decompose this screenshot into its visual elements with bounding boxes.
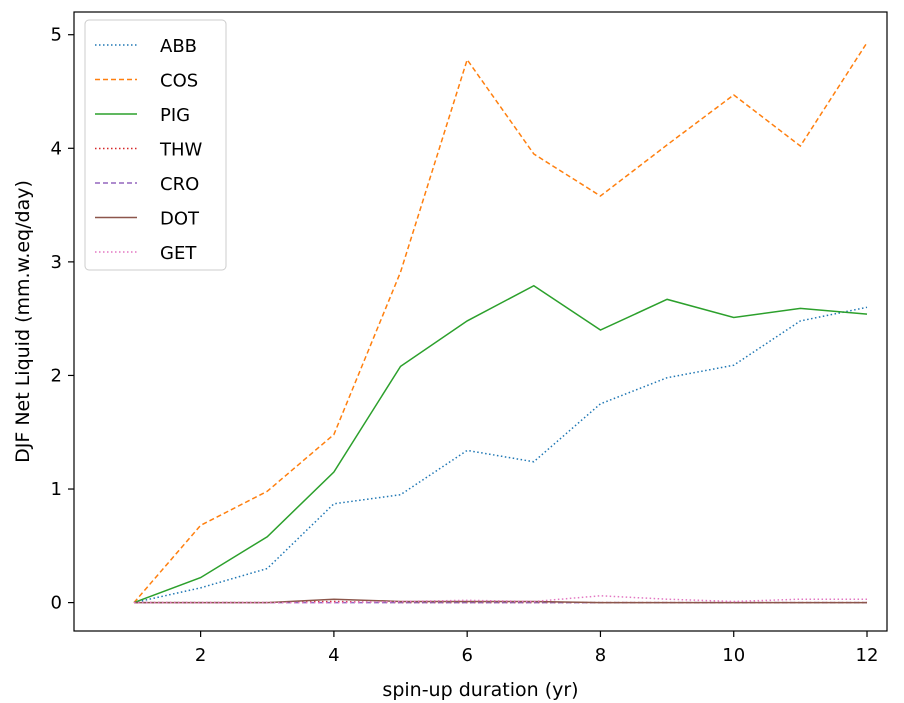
y-tick-label: 1: [51, 479, 62, 500]
x-tick-label: 4: [328, 645, 339, 666]
x-tick-label: 8: [595, 645, 606, 666]
x-tick-label: 6: [461, 645, 472, 666]
legend-label-cro: CRO: [160, 174, 199, 195]
x-tick-label: 10: [722, 645, 745, 666]
y-tick-label: 4: [51, 138, 62, 159]
y-tick-label: 5: [51, 25, 62, 46]
x-axis-label: spin-up duration (yr): [382, 679, 578, 701]
x-tick-label: 12: [856, 645, 879, 666]
y-axis-ticks: 0 1 2 3 4 5: [51, 25, 74, 614]
legend-label-dot: DOT: [160, 209, 200, 230]
series-line-pig: [133, 284, 868, 604]
y-axis-label: DJF Net Liquid (mm.w.eq/day): [12, 180, 34, 463]
legend-box: [84, 19, 227, 271]
y-tick-label: 2: [51, 365, 62, 386]
series-points-abb: [133, 307, 868, 603]
legend-label-cos: COS: [160, 71, 198, 92]
legend-label-pig: PIG: [160, 105, 190, 126]
legend-label-thw: THW: [159, 140, 203, 161]
x-axis-ticks: 2 4 6 8 10 12: [195, 631, 879, 666]
series-points-get: [133, 595, 868, 603]
series-points-pig: [133, 285, 868, 603]
series-line-cos: [133, 42, 868, 604]
y-tick-label: 3: [51, 252, 62, 273]
series-layer: [133, 42, 868, 604]
legend-label-get: GET: [160, 243, 197, 264]
series-line-dot: [133, 598, 868, 604]
x-tick-label: 2: [195, 645, 206, 666]
series-points-cos: [133, 42, 868, 603]
plot-frame: [73, 11, 888, 632]
legend: ABB COS PIG THW CRO DOT GET: [84, 19, 227, 271]
y-tick-label: 0: [51, 593, 62, 614]
series-line-abb: [133, 306, 868, 604]
legend-label-abb: ABB: [160, 36, 197, 57]
